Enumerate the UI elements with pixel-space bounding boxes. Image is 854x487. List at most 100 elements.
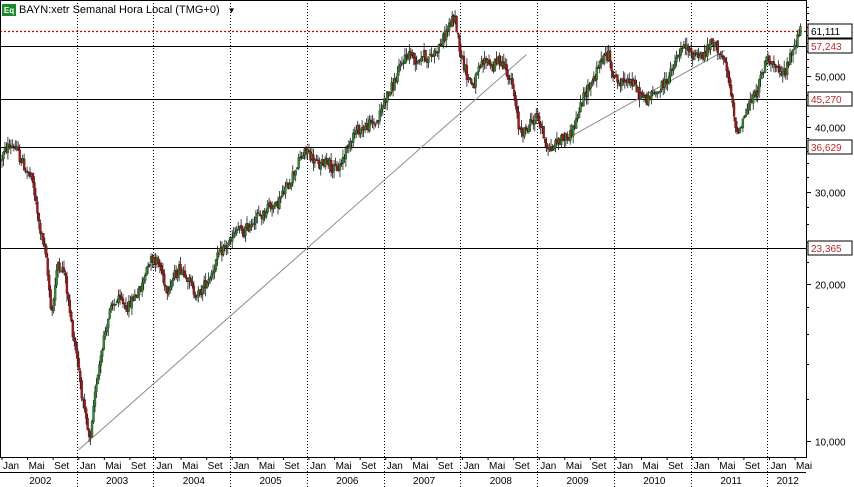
candle-body	[505, 64, 508, 76]
candle-body	[71, 320, 74, 338]
candle-body	[543, 139, 547, 143]
candle-body	[259, 213, 262, 217]
candle-body	[228, 240, 231, 245]
candle-body	[291, 171, 294, 184]
candle-body	[719, 53, 722, 55]
candle-body	[31, 172, 35, 184]
x-year-label: 2012	[777, 476, 800, 487]
candle-body	[197, 290, 200, 296]
candle-body	[77, 358, 80, 370]
candle-body	[706, 44, 709, 57]
candle-body	[217, 253, 221, 255]
x-month-label: Mai	[105, 461, 121, 472]
candle-body	[123, 302, 126, 305]
x-month-label: Jan	[80, 461, 96, 472]
candle-body	[161, 269, 165, 276]
candle-body	[396, 73, 399, 83]
candle-body	[372, 122, 376, 124]
candle-body	[759, 74, 762, 80]
x-month-label: Set	[208, 461, 223, 472]
candle-body	[253, 223, 256, 225]
x-month-label: Set	[591, 461, 606, 472]
candle-body	[248, 226, 252, 231]
candle-body	[663, 79, 666, 88]
candle-body	[87, 428, 91, 437]
candle-body	[368, 119, 371, 132]
candle-body	[170, 281, 173, 288]
x-month-label: Mai	[489, 461, 505, 472]
candle-body	[95, 384, 98, 392]
candle-body	[148, 263, 151, 266]
candle-body	[83, 399, 86, 410]
candle-body	[675, 56, 678, 63]
candle-body	[647, 95, 650, 106]
candle-body	[241, 228, 244, 234]
candle-body	[611, 70, 615, 77]
trendline	[545, 50, 725, 151]
candle-body	[597, 67, 600, 69]
candle-body	[17, 146, 20, 151]
candle-body	[799, 25, 802, 36]
candle-body	[667, 76, 671, 83]
candle-body	[566, 133, 569, 139]
candle-body	[216, 252, 219, 260]
candle-body	[104, 331, 107, 335]
x-month-label: Set	[361, 461, 376, 472]
candle-body	[603, 54, 606, 64]
candle-body	[114, 303, 117, 306]
candle-body	[105, 328, 108, 333]
candle-body	[124, 304, 128, 310]
candle-body	[650, 91, 653, 100]
x-month-label: Mai	[336, 461, 352, 472]
candle-body	[239, 225, 243, 229]
candle-body	[462, 55, 466, 71]
candle-body	[589, 83, 593, 89]
triangle-down-icon[interactable]: ▼	[227, 5, 236, 15]
candle-body	[417, 60, 420, 63]
candle-body	[226, 245, 229, 248]
candle-body	[164, 285, 167, 287]
candle-body	[574, 118, 578, 129]
candle-body	[167, 291, 170, 295]
candle-body	[108, 309, 111, 319]
candle-body	[191, 282, 194, 287]
current-price-label: 61,111	[811, 27, 841, 38]
x-month-label: Jan	[3, 461, 19, 472]
candle-body	[569, 130, 572, 142]
trendlines	[78, 50, 725, 451]
x-month-label: Mai	[643, 461, 659, 472]
candle-body	[92, 405, 95, 423]
candle-body	[512, 89, 516, 97]
candle-body	[55, 270, 58, 286]
candle-body	[666, 82, 669, 85]
candle-body	[157, 258, 160, 264]
candle-body	[430, 54, 433, 57]
candle-body	[431, 55, 435, 58]
candle-body	[46, 257, 49, 276]
candle-body	[355, 129, 358, 135]
candle-body	[96, 374, 100, 385]
candle-body	[598, 60, 601, 68]
candle-body	[781, 71, 784, 76]
x-month-label: Jan	[156, 461, 172, 472]
candle-body	[335, 165, 339, 171]
candle-body	[192, 285, 196, 295]
candle-body	[465, 65, 469, 81]
candle-body	[163, 273, 166, 286]
candle-body	[68, 299, 72, 313]
candle-body	[172, 278, 175, 282]
candle-body	[99, 355, 103, 366]
vertical-grid	[77, 0, 768, 487]
candle-body	[74, 340, 77, 351]
candle-body	[9, 146, 13, 149]
candle-body	[331, 171, 334, 173]
support-resistance-lines	[0, 30, 806, 249]
candle-body	[446, 29, 449, 32]
candle-body	[194, 294, 197, 298]
level-label-box	[807, 139, 853, 155]
candle-body	[307, 150, 311, 152]
candle-body	[641, 92, 644, 98]
x-month-label: Set	[668, 461, 683, 472]
candle-body	[399, 63, 402, 67]
